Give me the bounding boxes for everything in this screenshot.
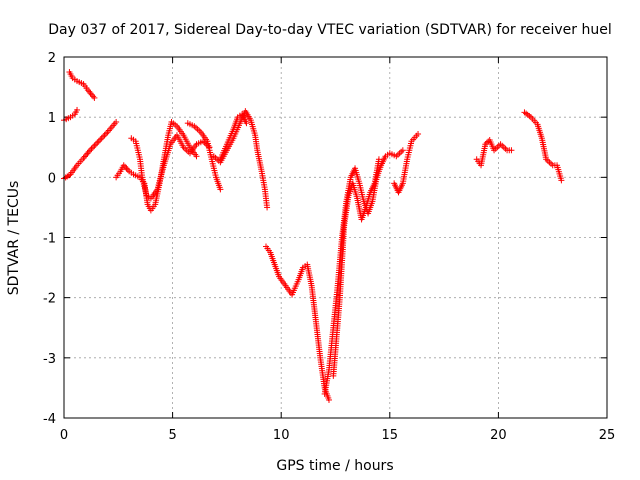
y-axis-label: SDTVAR / TECUs [6,181,22,296]
data-points [61,69,565,403]
y-tick-label: 2 [48,51,56,66]
data-point [375,156,382,163]
data-point [88,145,95,152]
data-point [87,147,94,154]
data-point [483,139,490,146]
data-point [193,153,200,160]
tick-labels: 0 5 10 15 20 25 -4 -3 -2 -1 0 1 2 [43,51,615,443]
data-point [84,150,91,157]
data-point [91,94,98,101]
data-point [101,132,108,139]
data-point [415,131,422,138]
data-point [482,141,489,148]
data-point [90,93,97,100]
data-point [87,90,94,97]
data-point [243,120,250,127]
x-axis-label: GPS time / hours [276,458,393,474]
y-tick-label: -2 [43,292,56,307]
data-point [86,88,93,95]
y-tick-label: -4 [43,412,56,427]
y-tick-label: -1 [43,232,56,247]
data-point [97,136,104,143]
x-tick-label: 20 [490,428,507,443]
data-point [217,186,224,193]
data-point [74,106,81,113]
data-point [123,165,130,172]
y-tick-label: 1 [48,111,56,126]
data-point [264,204,271,211]
data-point [325,396,332,403]
plot-frame [63,56,608,419]
data-point [95,138,102,145]
y-tick-label: 0 [48,171,56,186]
x-tick-label: 25 [599,428,616,443]
grid [64,57,607,418]
data-point [399,147,406,154]
data-point [88,91,95,98]
data-point [89,144,96,151]
x-tick-label: 0 [60,428,68,443]
data-point [558,177,565,184]
data-point [94,139,101,146]
data-point [508,147,515,154]
data-point [85,148,92,155]
data-point [83,151,90,158]
data-point [92,141,99,148]
x-tick-label: 5 [168,428,176,443]
x-tick-label: 10 [273,428,290,443]
y-tick-label: -3 [43,352,56,367]
data-point [100,133,107,140]
data-point [98,135,105,142]
data-point [91,142,98,149]
data-point [113,118,120,125]
chart-title: Day 037 of 2017, Sidereal Day-to-day VTE… [48,22,611,38]
data-point [124,166,131,173]
data-point [81,153,88,160]
x-tick-label: 15 [382,428,399,443]
data-point [102,130,109,137]
